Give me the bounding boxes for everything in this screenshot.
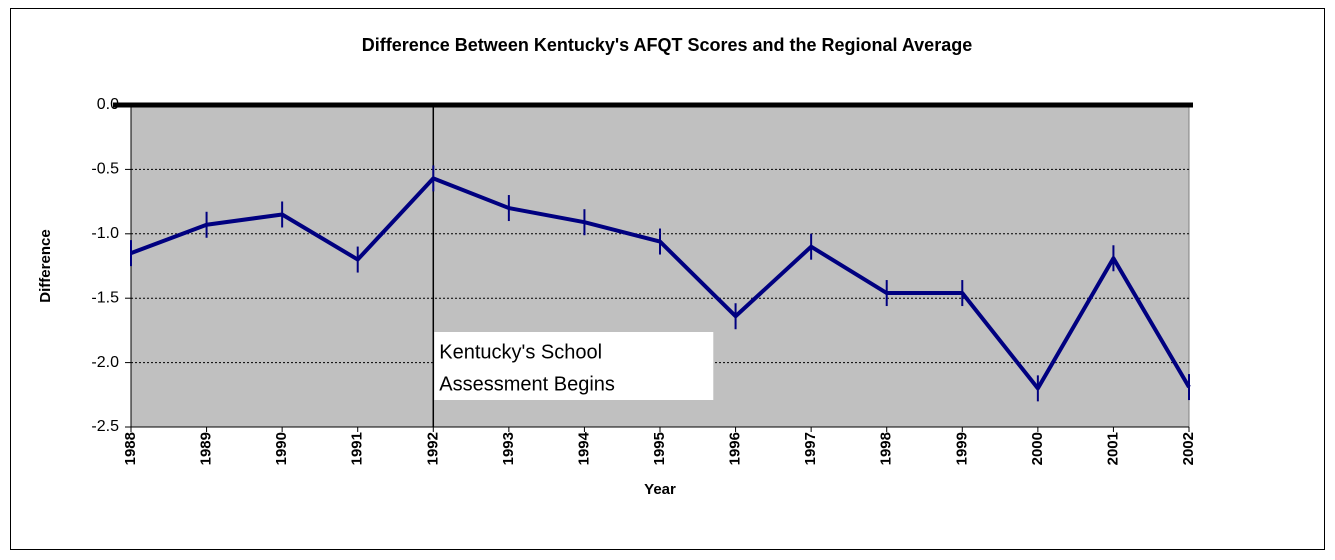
x-tick-label: 1996 (727, 432, 744, 465)
x-tick-label: 1994 (575, 431, 592, 465)
x-tick-label: 1989 (198, 432, 215, 465)
y-tick-label: -2.0 (91, 354, 119, 371)
annotation-text: Kentucky's School (439, 341, 602, 363)
x-tick-label: 1988 (122, 432, 139, 465)
y-tick-label: 0.0 (97, 96, 119, 113)
y-tick-label: -1.5 (91, 289, 119, 306)
x-tick-label: 1995 (651, 432, 668, 465)
annotation-box (434, 332, 714, 400)
x-tick-label: 1990 (273, 432, 290, 465)
annotation-text: Assessment Begins (439, 373, 615, 395)
x-tick-label: 1998 (878, 432, 895, 465)
x-tick-label: 1997 (802, 432, 819, 465)
y-tick-label: -0.5 (91, 161, 119, 178)
x-tick-label: 1992 (424, 432, 441, 465)
x-tick-label: 2001 (1104, 432, 1121, 465)
x-tick-label: 1993 (500, 432, 517, 465)
y-tick-label: -2.5 (91, 418, 119, 435)
x-axis-label: Year (644, 481, 676, 498)
y-tick-label: -1.0 (91, 225, 119, 242)
x-tick-label: 1991 (349, 432, 366, 465)
x-tick-label: 1999 (953, 432, 970, 465)
chart-title: Difference Between Kentucky's AFQT Score… (362, 35, 972, 55)
x-tick-label: 2000 (1029, 432, 1046, 465)
y-axis-label: Difference (37, 229, 54, 302)
x-tick-label: 2002 (1180, 432, 1197, 465)
